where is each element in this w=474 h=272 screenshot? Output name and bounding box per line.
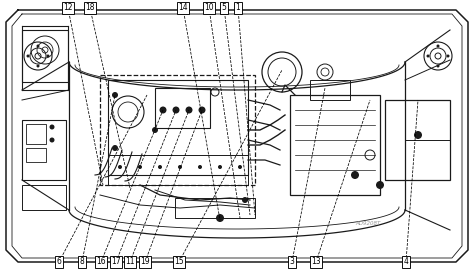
Text: 3: 3 bbox=[290, 258, 294, 267]
Bar bbox=[22, 30, 68, 82]
Circle shape bbox=[238, 165, 242, 169]
Circle shape bbox=[427, 54, 429, 57]
Circle shape bbox=[185, 107, 192, 113]
Text: 12: 12 bbox=[63, 4, 73, 13]
Text: 19: 19 bbox=[140, 258, 150, 267]
Bar bbox=[290, 95, 380, 195]
Bar bbox=[22, 120, 66, 180]
Bar bbox=[310, 80, 350, 100]
Bar bbox=[175, 198, 255, 218]
Text: 5: 5 bbox=[221, 4, 227, 13]
Circle shape bbox=[112, 92, 118, 98]
Bar bbox=[26, 124, 46, 144]
Circle shape bbox=[198, 165, 202, 169]
Text: 14: 14 bbox=[178, 4, 188, 13]
Circle shape bbox=[414, 131, 422, 139]
Text: 6: 6 bbox=[56, 258, 62, 267]
Text: 1: 1 bbox=[236, 4, 240, 13]
Bar bbox=[155, 88, 210, 128]
Text: 18: 18 bbox=[85, 4, 95, 13]
Bar bbox=[108, 155, 248, 185]
Circle shape bbox=[158, 165, 162, 169]
Circle shape bbox=[351, 171, 359, 179]
Bar bbox=[26, 148, 46, 162]
Bar bbox=[22, 185, 66, 210]
Circle shape bbox=[447, 54, 449, 57]
Text: 15: 15 bbox=[174, 258, 184, 267]
Bar bbox=[108, 80, 248, 175]
Circle shape bbox=[242, 197, 248, 203]
Circle shape bbox=[49, 125, 55, 129]
Circle shape bbox=[118, 165, 122, 169]
Text: 10: 10 bbox=[204, 4, 214, 13]
Circle shape bbox=[49, 138, 55, 143]
Circle shape bbox=[159, 107, 166, 113]
Circle shape bbox=[27, 54, 29, 57]
Circle shape bbox=[36, 64, 39, 67]
Text: 17: 17 bbox=[111, 258, 121, 267]
Circle shape bbox=[36, 45, 39, 48]
Bar bbox=[100, 75, 255, 185]
Circle shape bbox=[112, 145, 118, 151]
Circle shape bbox=[216, 214, 224, 222]
Bar bbox=[385, 100, 450, 180]
Text: 13: 13 bbox=[311, 258, 321, 267]
Circle shape bbox=[199, 107, 206, 113]
Circle shape bbox=[376, 181, 384, 189]
Circle shape bbox=[173, 107, 180, 113]
Circle shape bbox=[218, 165, 222, 169]
Circle shape bbox=[437, 64, 439, 67]
Circle shape bbox=[437, 45, 439, 48]
Text: 4: 4 bbox=[403, 258, 409, 267]
Circle shape bbox=[152, 127, 158, 133]
Text: 8: 8 bbox=[80, 258, 84, 267]
Text: 11: 11 bbox=[125, 258, 135, 267]
Text: AD9208T: AD9208T bbox=[355, 221, 380, 226]
Circle shape bbox=[138, 165, 142, 169]
Text: 16: 16 bbox=[96, 258, 106, 267]
Circle shape bbox=[178, 165, 182, 169]
Circle shape bbox=[46, 54, 49, 57]
